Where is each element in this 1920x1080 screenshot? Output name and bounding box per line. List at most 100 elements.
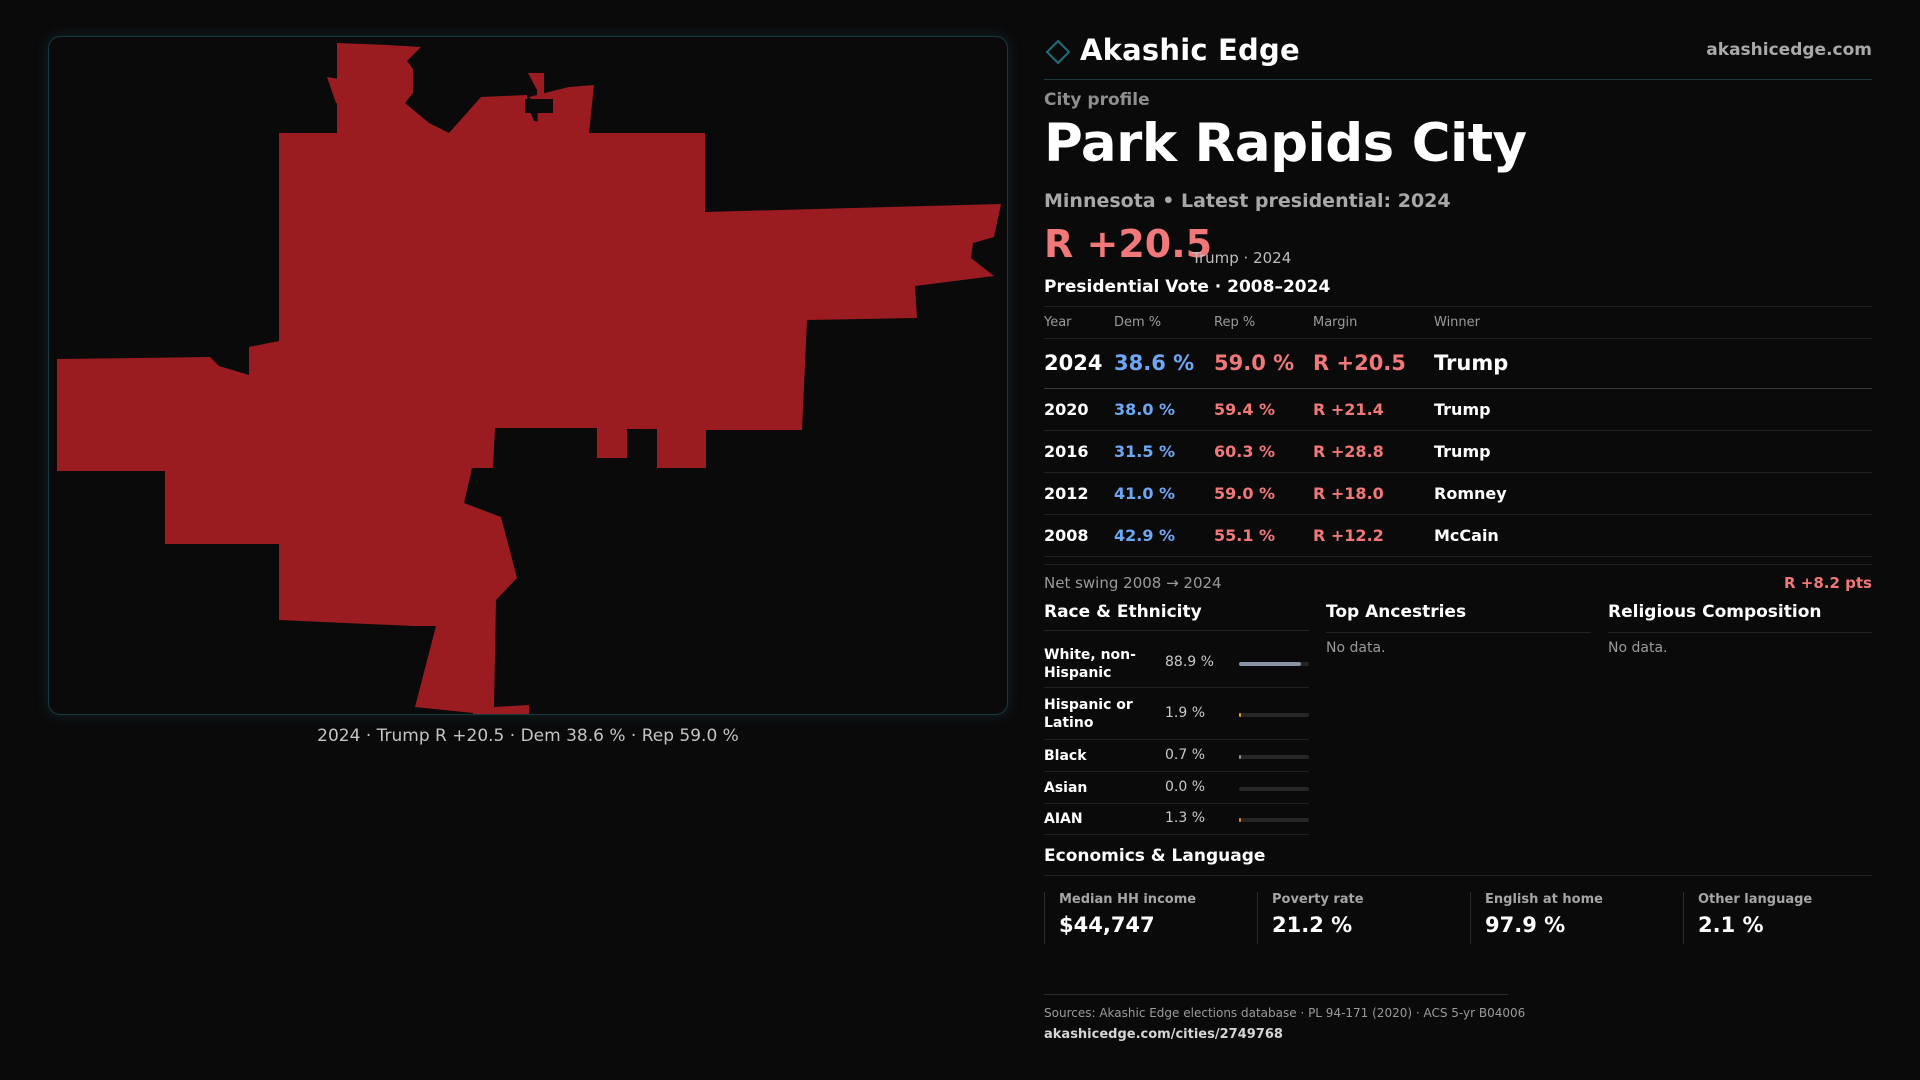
race-bar-track bbox=[1239, 755, 1309, 759]
stat-value: 2.1 % bbox=[1698, 913, 1764, 937]
race-bar-track bbox=[1239, 662, 1309, 666]
stat-other-language: Other language 2.1 % bbox=[1683, 892, 1812, 944]
row-dem: 42.9 % bbox=[1114, 526, 1176, 545]
stat-english-at-home: English at home 97.9 % bbox=[1470, 892, 1603, 944]
permalink-link[interactable]: akashicedge.com/cities/2749768 bbox=[1044, 1027, 1283, 1042]
row-dem: 38.0 % bbox=[1114, 400, 1176, 419]
divider bbox=[1044, 994, 1508, 995]
vote-table: Year Dem % Rep % Margin Winner 2024 38.6… bbox=[1044, 306, 1872, 557]
race-pct: 88.9 % bbox=[1165, 654, 1214, 670]
row-year: 2020 bbox=[1044, 400, 1089, 419]
vote-section-title: Presidential Vote · 2008–2024 bbox=[1044, 277, 1331, 297]
race-bar-fill bbox=[1239, 662, 1301, 666]
row-year: 2024 bbox=[1044, 351, 1103, 375]
row-year: 2008 bbox=[1044, 526, 1089, 545]
city-boundary-shape bbox=[57, 43, 1001, 714]
stat-label: Other language bbox=[1698, 892, 1813, 907]
row-winner: McCain bbox=[1434, 526, 1499, 545]
divider bbox=[1044, 875, 1872, 876]
race-pct: 0.7 % bbox=[1165, 747, 1206, 763]
brand-header: Akashic Edge akashicedge.com bbox=[1044, 32, 1872, 80]
list-item: Asian 0.0 % bbox=[1044, 773, 1309, 804]
row-margin: R +12.2 bbox=[1313, 526, 1384, 545]
row-year: 2012 bbox=[1044, 484, 1089, 503]
race-label: Black bbox=[1044, 748, 1087, 764]
ancestries-empty: No data. bbox=[1326, 640, 1386, 656]
city-shape-svg bbox=[57, 43, 1001, 714]
sources-text: Sources: Akashic Edge elections database… bbox=[1044, 1006, 1526, 1020]
religion-section-title: Religious Composition bbox=[1608, 602, 1822, 622]
row-rep: 59.4 % bbox=[1214, 400, 1276, 419]
net-swing-label: Net swing 2008 → 2024 bbox=[1044, 574, 1222, 592]
map-caption: 2024 · Trump R +20.5 · Dem 38.6 % · Rep … bbox=[317, 726, 739, 746]
page-kicker: City profile bbox=[1044, 90, 1150, 110]
stat-label: Median HH income bbox=[1059, 892, 1197, 907]
race-pct: 1.3 % bbox=[1165, 810, 1206, 826]
row-winner: Romney bbox=[1434, 484, 1507, 503]
race-pct: 1.9 % bbox=[1165, 705, 1206, 721]
race-label: Hispanic or Latino bbox=[1044, 697, 1133, 731]
list-item: AIAN 1.3 % bbox=[1044, 804, 1309, 835]
religion-empty: No data. bbox=[1608, 640, 1668, 656]
race-bar-fill bbox=[1239, 713, 1241, 717]
stat-poverty-rate: Poverty rate 21.2 % bbox=[1257, 892, 1364, 944]
header-dem: Dem % bbox=[1114, 315, 1162, 330]
list-item: Hispanic or Latino 1.9 % bbox=[1044, 690, 1309, 740]
divider bbox=[1608, 632, 1872, 633]
race-bar-fill bbox=[1239, 818, 1241, 822]
vote-table-header: Year Dem % Rep % Margin Winner bbox=[1044, 307, 1872, 339]
stat-value: 21.2 % bbox=[1272, 913, 1353, 937]
row-winner: Trump bbox=[1434, 442, 1491, 461]
race-bar-track bbox=[1239, 787, 1309, 791]
stat-label: English at home bbox=[1485, 892, 1603, 907]
race-pct: 0.0 % bbox=[1165, 779, 1206, 795]
race-bar-fill bbox=[1239, 755, 1241, 759]
table-row: 2016 31.5 % 60.3 % R +28.8 Trump bbox=[1044, 431, 1872, 473]
stat-value: 97.9 % bbox=[1485, 913, 1566, 937]
list-item: White, non-Hispanic 88.9 % bbox=[1044, 640, 1309, 688]
table-row: 2020 38.0 % 59.4 % R +21.4 Trump bbox=[1044, 389, 1872, 431]
row-rep: 59.0 % bbox=[1214, 351, 1295, 375]
stat-value: $44,747 bbox=[1059, 913, 1155, 937]
brand-name[interactable]: Akashic Edge bbox=[1080, 33, 1300, 67]
header-winner: Winner bbox=[1434, 315, 1481, 330]
row-dem: 41.0 % bbox=[1114, 484, 1176, 503]
row-margin: R +21.4 bbox=[1313, 400, 1384, 419]
row-year: 2016 bbox=[1044, 442, 1089, 461]
row-margin: R +18.0 bbox=[1313, 484, 1384, 503]
row-rep: 55.1 % bbox=[1214, 526, 1276, 545]
economics-section-title: Economics & Language bbox=[1044, 846, 1266, 866]
city-profile-panel: Akashic Edge akashicedge.com City profil… bbox=[1044, 0, 1872, 1080]
divider bbox=[1044, 630, 1309, 631]
race-bar-track bbox=[1239, 713, 1309, 717]
stat-median-income: Median HH income $44,747 bbox=[1044, 892, 1196, 944]
row-rep: 60.3 % bbox=[1214, 442, 1276, 461]
row-margin: R +20.5 bbox=[1313, 351, 1406, 375]
ancestries-section-title: Top Ancestries bbox=[1326, 602, 1467, 622]
city-boundary-map[interactable] bbox=[48, 36, 1008, 715]
row-rep: 59.0 % bbox=[1214, 484, 1276, 503]
row-winner: Trump bbox=[1434, 351, 1509, 375]
row-margin: R +28.8 bbox=[1313, 442, 1384, 461]
race-section-title: Race & Ethnicity bbox=[1044, 602, 1202, 622]
page-subtitle: Minnesota • Latest presidential: 2024 bbox=[1044, 190, 1451, 212]
divider bbox=[1326, 632, 1591, 633]
page-title: Park Rapids City bbox=[1044, 113, 1527, 174]
latest-margin: R +20.5 bbox=[1044, 222, 1213, 266]
header-year: Year bbox=[1044, 315, 1072, 330]
table-row: 2012 41.0 % 59.0 % R +18.0 Romney bbox=[1044, 473, 1872, 515]
race-bar-track bbox=[1239, 818, 1309, 822]
stat-label: Poverty rate bbox=[1272, 892, 1364, 907]
row-dem: 38.6 % bbox=[1114, 351, 1195, 375]
brand-url-link[interactable]: akashicedge.com bbox=[1706, 40, 1872, 60]
diamond-icon bbox=[1046, 40, 1070, 64]
header-margin: Margin bbox=[1313, 315, 1358, 330]
race-label: White, non-Hispanic bbox=[1044, 647, 1136, 681]
table-row: 2024 38.6 % 59.0 % R +20.5 Trump bbox=[1044, 339, 1872, 389]
net-swing-row: Net swing 2008 → 2024 R +8.2 pts bbox=[1044, 564, 1872, 594]
list-item: Black 0.7 % bbox=[1044, 741, 1309, 772]
table-row: 2008 42.9 % 55.1 % R +12.2 McCain bbox=[1044, 515, 1872, 557]
row-winner: Trump bbox=[1434, 400, 1491, 419]
net-swing-value: R +8.2 pts bbox=[1784, 574, 1872, 592]
latest-margin-note: Trump · 2024 bbox=[1192, 249, 1292, 267]
